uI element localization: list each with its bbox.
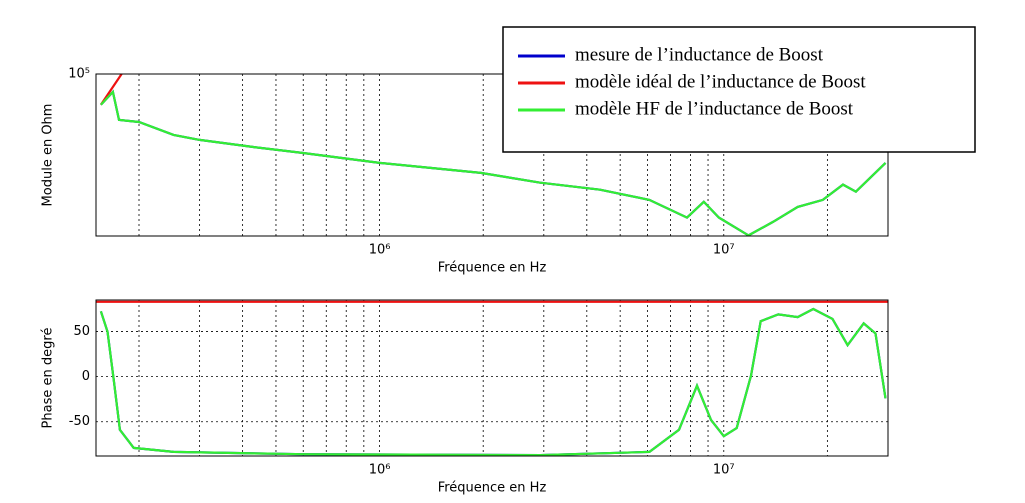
x-axis-label: Fréquence en Hz	[438, 261, 547, 276]
legend-label: modèle HF de l’inductance de Boost	[575, 98, 854, 119]
legend-label: mesure de l’inductance de Boost	[575, 44, 824, 65]
series-line	[99, 307, 887, 456]
y-tick-label: 0	[82, 369, 90, 384]
x-tick-label: 10⁷	[713, 243, 735, 258]
y-tick-label: 50	[73, 324, 90, 339]
x-axis-label: Fréquence en Hz	[438, 481, 547, 496]
y-axis-label: Phase en degré	[41, 328, 56, 429]
legend-label: modèle idéal de l’inductance de Boost	[575, 71, 866, 92]
y-tick-label: -50	[69, 414, 90, 429]
x-tick-label: 10⁷	[713, 463, 735, 478]
axes-frame	[95, 73, 889, 237]
y-tick-label: 10⁵	[68, 67, 90, 82]
y-axis-label: Module en Ohm	[41, 104, 56, 207]
x-tick-label: 10⁶	[369, 463, 391, 478]
series-line	[99, 307, 887, 456]
legend-box	[502, 26, 976, 153]
x-tick-label: 10⁶	[369, 243, 391, 258]
axes-frame	[95, 299, 889, 457]
series-line	[100, 89, 887, 236]
